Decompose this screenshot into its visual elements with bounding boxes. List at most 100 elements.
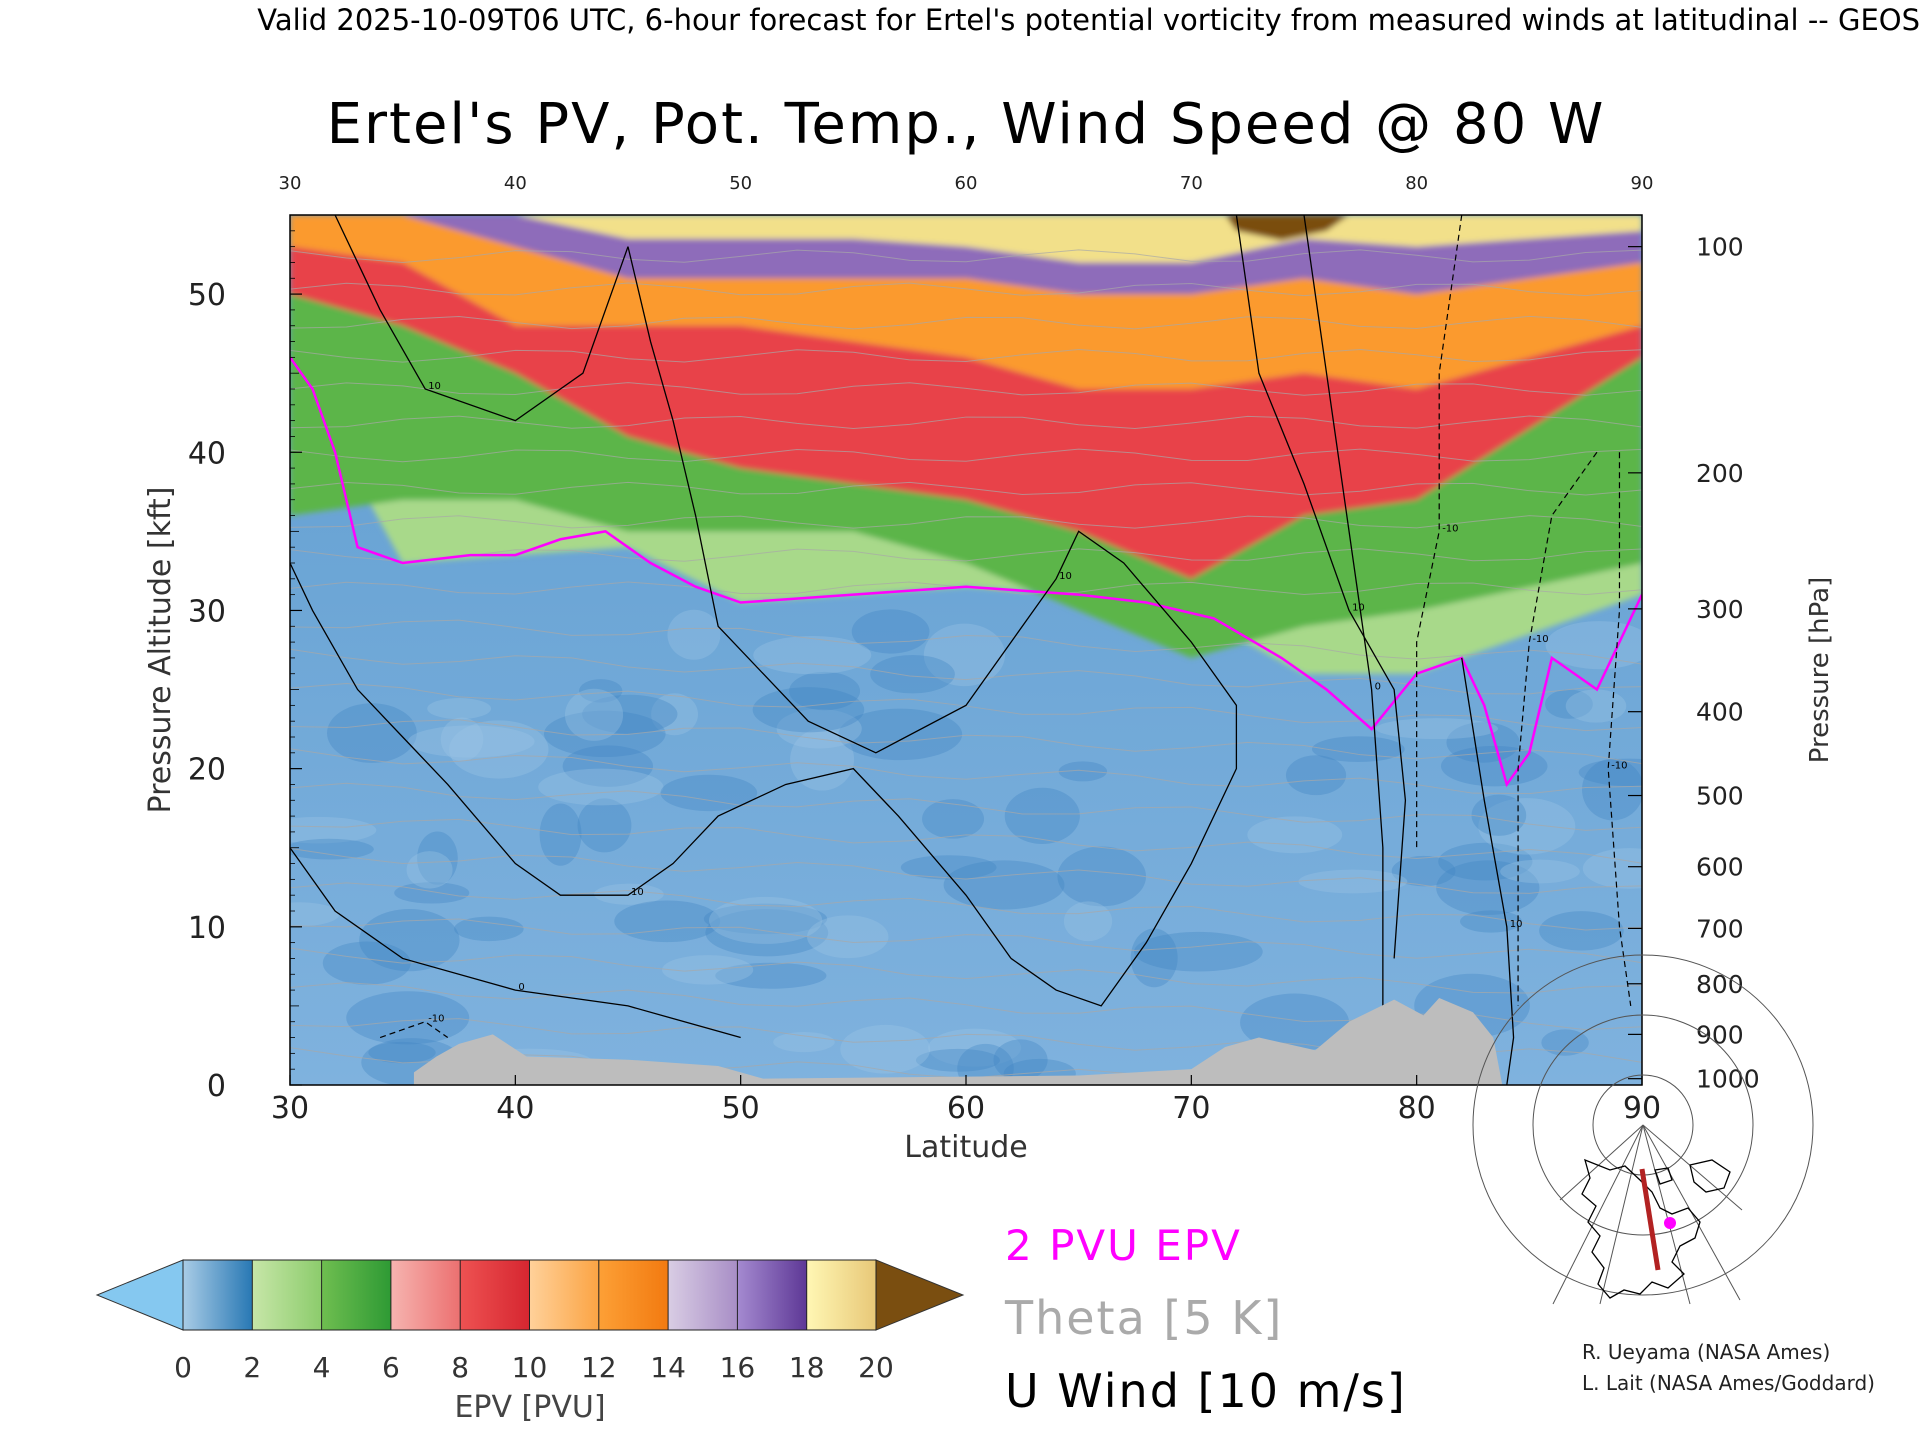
pv-blob xyxy=(838,708,963,761)
pressure-tick-label: 200 xyxy=(1696,459,1744,488)
y-tick-label: 30 xyxy=(188,594,226,629)
plot-area: 10 10 10 0 0 10 10 -10 -10 -10 -10 xyxy=(290,215,1642,1085)
pv-blob xyxy=(1500,859,1580,884)
colorbar-tick-label: 2 xyxy=(243,1351,261,1384)
chart-title: Ertel's PV, Pot. Temp., Wind Speed @ 80 … xyxy=(327,92,1606,157)
y2-axis-label: Pressure [hPa] xyxy=(1805,577,1835,764)
pv-blob xyxy=(790,728,855,791)
pv-blob xyxy=(870,654,955,694)
pv-blob xyxy=(923,623,1006,687)
map-coastline xyxy=(1581,1158,1731,1299)
pv-band xyxy=(290,215,1642,295)
pv-blob xyxy=(322,941,411,985)
pv-blob xyxy=(440,717,484,762)
y-tick-label: 0 xyxy=(207,1069,226,1104)
colorbar: 0 2 4 6 8 10 12 14 16 18 20 xyxy=(95,1259,965,1384)
pv-blob xyxy=(346,991,470,1045)
theta-line xyxy=(290,382,1642,396)
pv-blob xyxy=(1058,761,1108,782)
pv-blob xyxy=(1446,722,1520,763)
colorbar-segment xyxy=(460,1260,530,1330)
pv-blob xyxy=(1285,755,1347,796)
legend-theta: Theta [5 K] xyxy=(1004,1291,1283,1345)
u-wind-contour xyxy=(1303,215,1384,1006)
pv-blob xyxy=(1582,758,1642,821)
pv-blob xyxy=(543,710,666,758)
y-axis-label: Pressure Altitude [kft] xyxy=(143,487,178,814)
pv-blob xyxy=(1240,993,1350,1052)
contour-label: 10 xyxy=(1352,602,1365,613)
pressure-tick-label: 800 xyxy=(1696,970,1744,999)
pv-blob xyxy=(752,687,865,733)
colorbar-tick-label: 8 xyxy=(451,1351,469,1384)
pv-blob xyxy=(1436,860,1540,916)
u-wind-contour-dashed xyxy=(379,1021,449,1039)
pv-blob xyxy=(708,896,823,944)
inset-map xyxy=(1472,954,1814,1305)
pv-blob xyxy=(1565,689,1627,723)
theta-line xyxy=(290,415,1642,430)
pv-blob xyxy=(368,1041,436,1064)
colorbar-tick-label: 10 xyxy=(512,1351,548,1384)
theta-line xyxy=(290,249,1642,263)
pv-blob xyxy=(715,962,827,989)
pv-blob xyxy=(993,1039,1048,1081)
colorbar-segment xyxy=(252,1260,322,1330)
x-tick-label: 30 xyxy=(271,1091,309,1126)
theta-line xyxy=(290,515,1642,529)
y-tick-label: 40 xyxy=(188,436,226,471)
contour-label: 10 xyxy=(428,381,441,392)
credit-1: R. Ueyama (NASA Ames) xyxy=(1582,1340,1830,1364)
pv-blob xyxy=(290,902,340,927)
cross-section-line xyxy=(1639,1168,1661,1271)
pv-blob xyxy=(577,798,632,853)
x-top-tick-label: 60 xyxy=(955,173,978,194)
x-top-tick-label: 40 xyxy=(504,173,527,194)
colorbar-segment xyxy=(183,1260,253,1330)
pv-layers xyxy=(290,215,1642,674)
colorbar-tick-label: 12 xyxy=(581,1351,617,1384)
colorbar-tick-label: 18 xyxy=(789,1351,825,1384)
pv-blob xyxy=(579,679,623,703)
colorbar-tick-label: 6 xyxy=(382,1351,400,1384)
u-wind-contours: 10 10 10 0 0 10 10 -10 -10 -10 -10 xyxy=(290,215,1632,1085)
pv-blob xyxy=(449,720,549,779)
pressure-tick-label: 600 xyxy=(1696,853,1744,882)
credit-2: L. Lait (NASA Ames/Goddard) xyxy=(1582,1371,1875,1395)
contour-label: 0 xyxy=(518,982,524,993)
contour-label: 10 xyxy=(631,887,644,898)
theta-line xyxy=(290,947,1642,994)
colorbar-segment xyxy=(390,1260,461,1330)
pv-band xyxy=(290,215,1642,389)
contour-label: -10 xyxy=(1611,761,1627,772)
pv-blob xyxy=(1130,928,1178,988)
colorbar-tick-label: 20 xyxy=(858,1351,894,1384)
pressure-tick-label: 100 xyxy=(1696,233,1744,262)
pv-blob xyxy=(753,635,872,675)
contour-label: 10 xyxy=(1510,919,1523,930)
theta-line xyxy=(290,619,1642,665)
colorbar-segment xyxy=(806,1260,876,1330)
pv-blob xyxy=(539,803,582,866)
theta-line xyxy=(290,481,1642,496)
pv-blob xyxy=(705,909,829,957)
theta-line xyxy=(290,282,1642,297)
u-wind-contour xyxy=(1461,657,1515,1085)
pv-blob xyxy=(773,1031,835,1053)
theta-line xyxy=(290,448,1642,463)
pv-blob xyxy=(1375,718,1499,740)
pv-blob xyxy=(1545,621,1642,670)
u-wind-contour-dashed xyxy=(1607,452,1632,1006)
pv-blob xyxy=(1578,758,1642,787)
theta-line xyxy=(290,548,1642,562)
x-tick-label: 70 xyxy=(1172,1091,1210,1126)
axes: 3030404050506060707080809090010203040501… xyxy=(188,173,1760,1126)
theta-line xyxy=(290,348,1642,363)
pv-blob xyxy=(1311,736,1405,763)
contour-label: -10 xyxy=(1442,523,1458,534)
x-top-tick-label: 70 xyxy=(1180,173,1203,194)
pv-blob xyxy=(1438,842,1533,881)
y-tick-label: 10 xyxy=(188,911,226,946)
colorbar-segment xyxy=(529,1260,599,1330)
